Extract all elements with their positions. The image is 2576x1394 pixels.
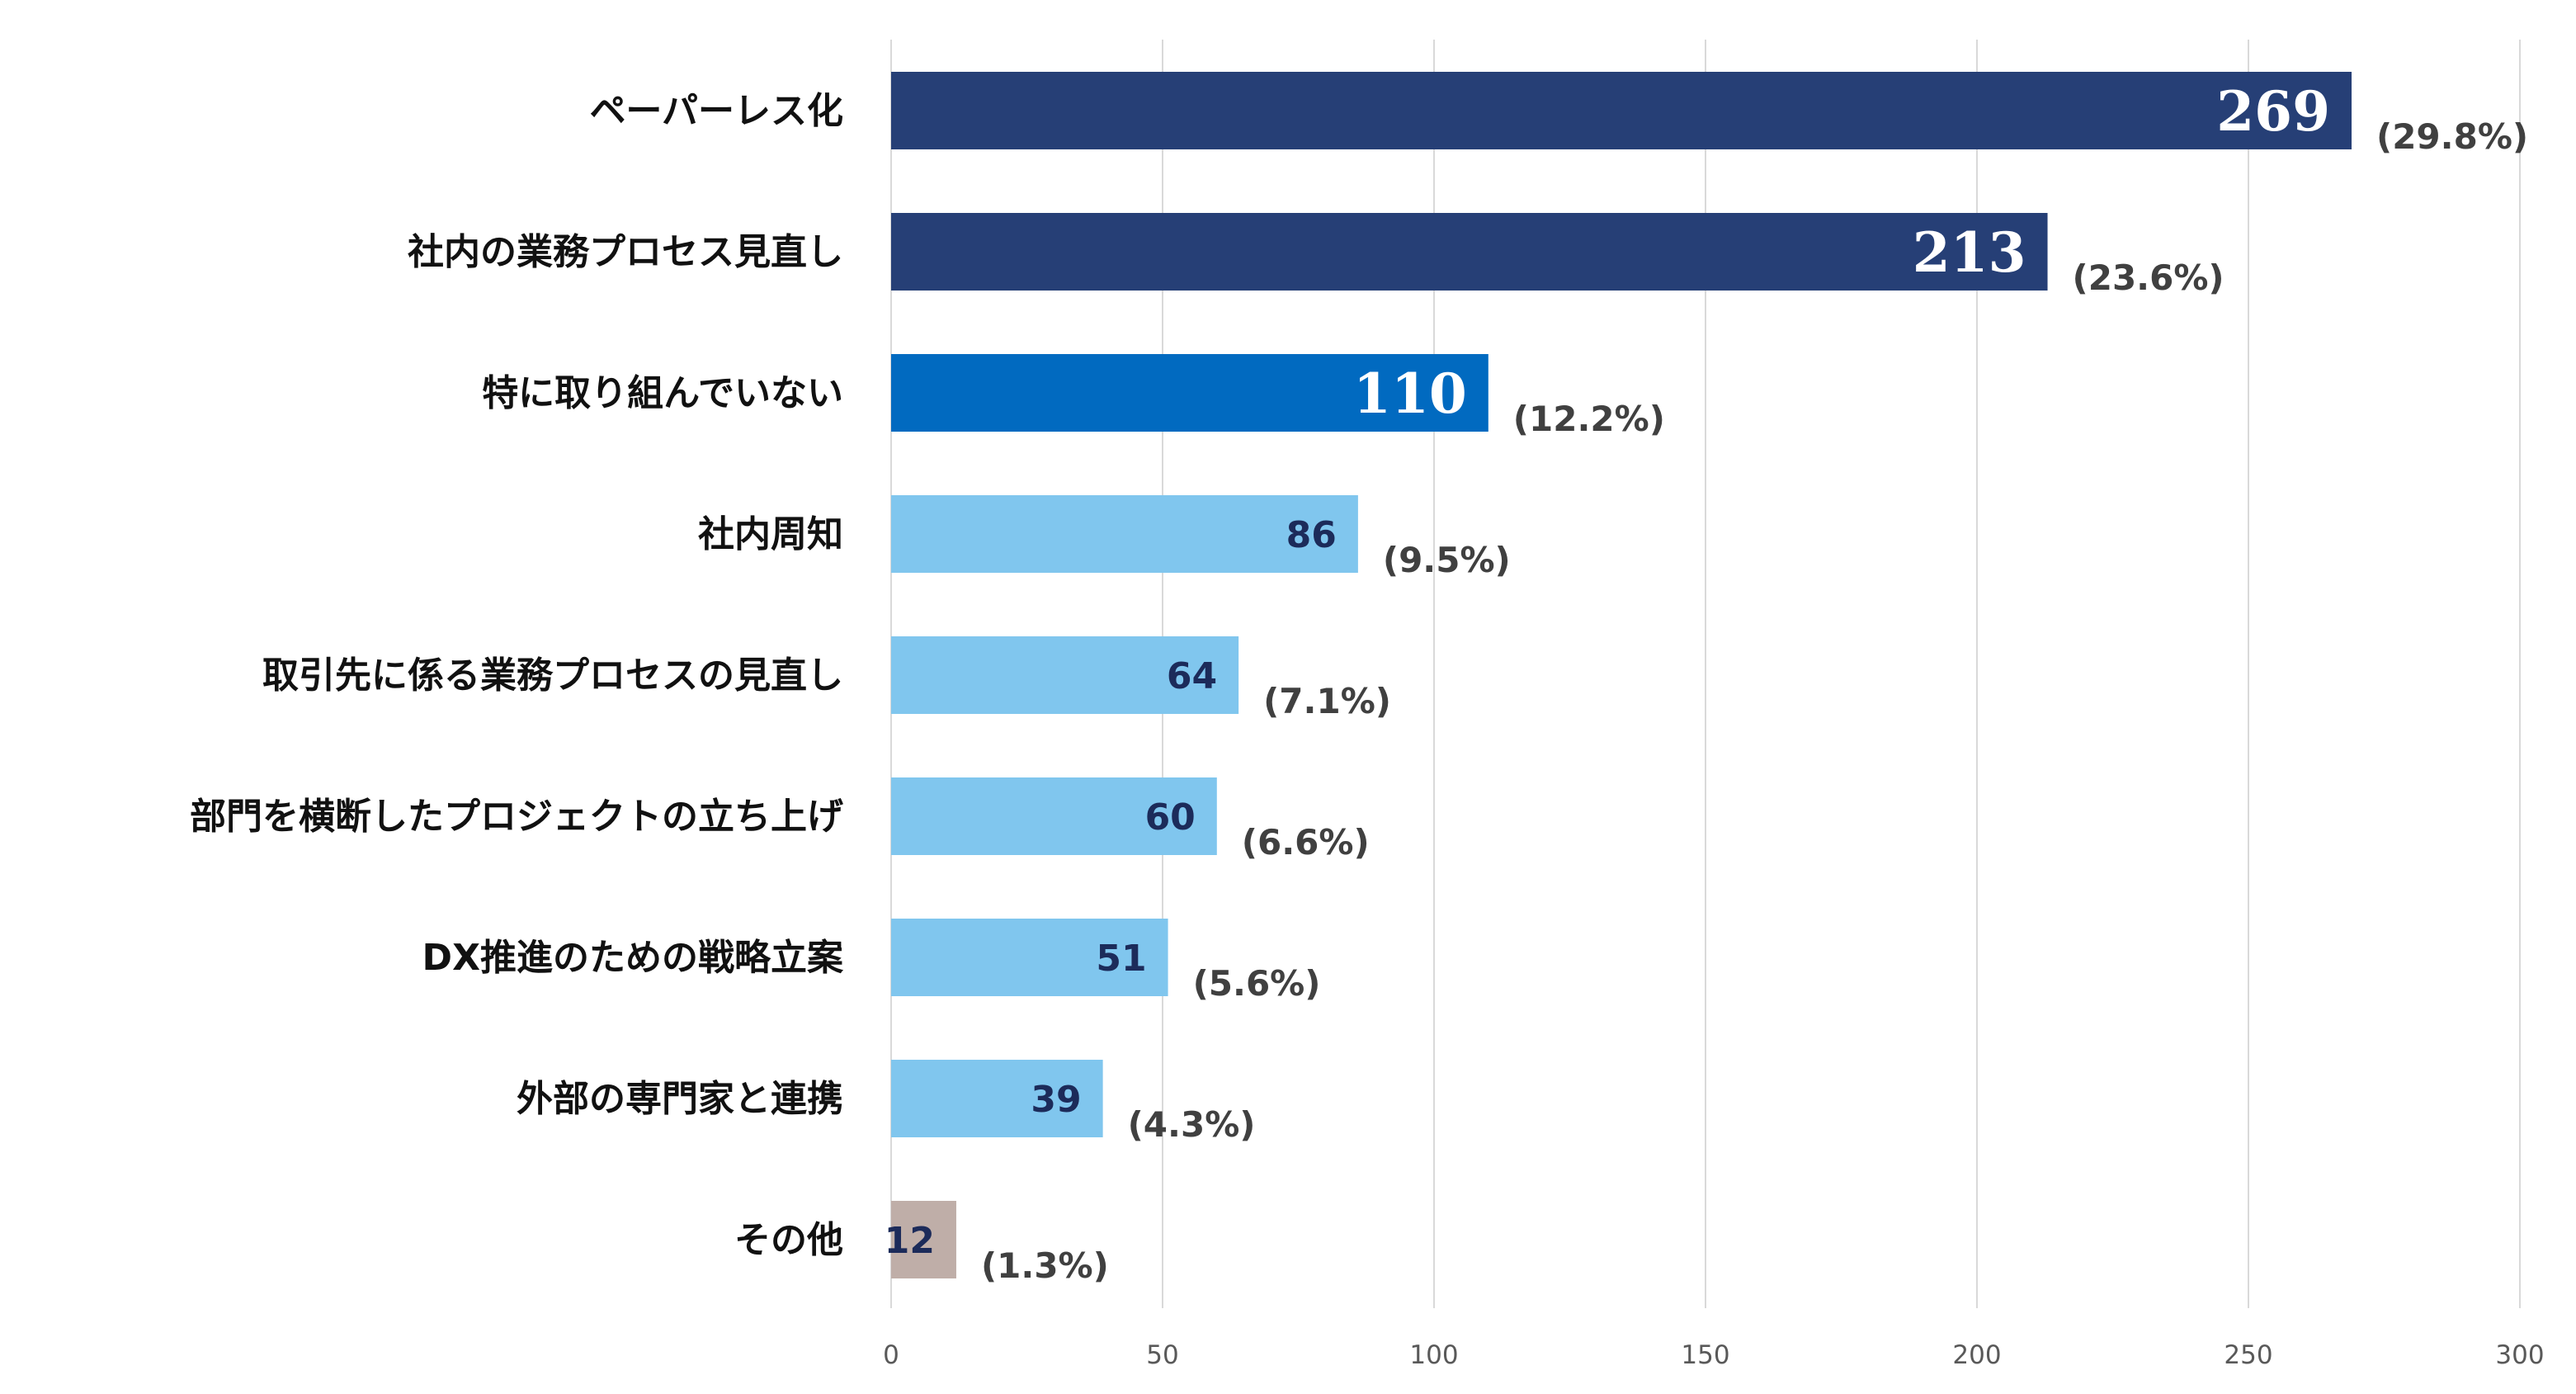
category-label: 社内周知 <box>698 513 843 555</box>
bar <box>891 495 1358 573</box>
category-label: ペーパーレス化 <box>589 90 843 132</box>
value-label: 12 <box>885 1220 935 1262</box>
category-label: その他 <box>734 1219 843 1261</box>
x-tick-label: 300 <box>2495 1340 2544 1370</box>
category-label: 部門を横断したプロジェクトの立ち上げ <box>190 796 843 838</box>
bar <box>891 72 2352 149</box>
value-label: 269 <box>2216 79 2330 144</box>
x-tick-label: 200 <box>1952 1340 2001 1370</box>
percent-label: (1.3%) <box>981 1245 1109 1286</box>
x-tick-label: 150 <box>1681 1340 1729 1370</box>
value-label: 51 <box>1096 938 1146 980</box>
x-tick-label: 250 <box>2224 1340 2272 1370</box>
percent-label: (12.2%) <box>1513 399 1665 439</box>
x-tick-label: 100 <box>1409 1340 1458 1370</box>
bar <box>891 777 1217 855</box>
value-label: 213 <box>1913 220 2026 285</box>
category-label: 社内の業務プロセス見直し <box>408 231 843 273</box>
percent-label: (7.1%) <box>1263 681 1391 721</box>
category-label: 取引先に係る業務プロセスの見直し <box>262 654 843 697</box>
bar <box>891 636 1239 714</box>
percent-label: (6.6%) <box>1242 822 1370 862</box>
bar <box>891 1201 956 1278</box>
x-tick-label: 50 <box>1146 1340 1178 1370</box>
category-label: DX推進のための戦略立案 <box>422 937 844 979</box>
percent-label: (5.6%) <box>1193 963 1321 1004</box>
category-label: 外部の専門家と連携 <box>517 1078 843 1120</box>
category-label: 特に取り組んでいない <box>482 372 843 414</box>
bar <box>891 919 1168 996</box>
value-label: 64 <box>1167 655 1217 697</box>
value-label: 86 <box>1286 514 1337 556</box>
value-label: 60 <box>1145 796 1196 839</box>
percent-label: (9.5%) <box>1383 540 1511 580</box>
x-tick-label: 0 <box>883 1340 899 1370</box>
bar <box>891 213 2048 291</box>
bar <box>891 1060 1103 1137</box>
percent-label: (29.8%) <box>2376 116 2528 157</box>
percent-label: (4.3%) <box>1128 1104 1256 1145</box>
bar <box>891 354 1489 432</box>
bars <box>891 72 2352 1278</box>
percent-label: (23.6%) <box>2073 258 2225 298</box>
value-label: 110 <box>1353 361 1467 426</box>
value-label: 39 <box>1031 1079 1081 1121</box>
labels: 0 50 100 150 200 250 300 ペーパーレス化 269 (29.8%) 社内の業務… <box>190 79 2545 1370</box>
